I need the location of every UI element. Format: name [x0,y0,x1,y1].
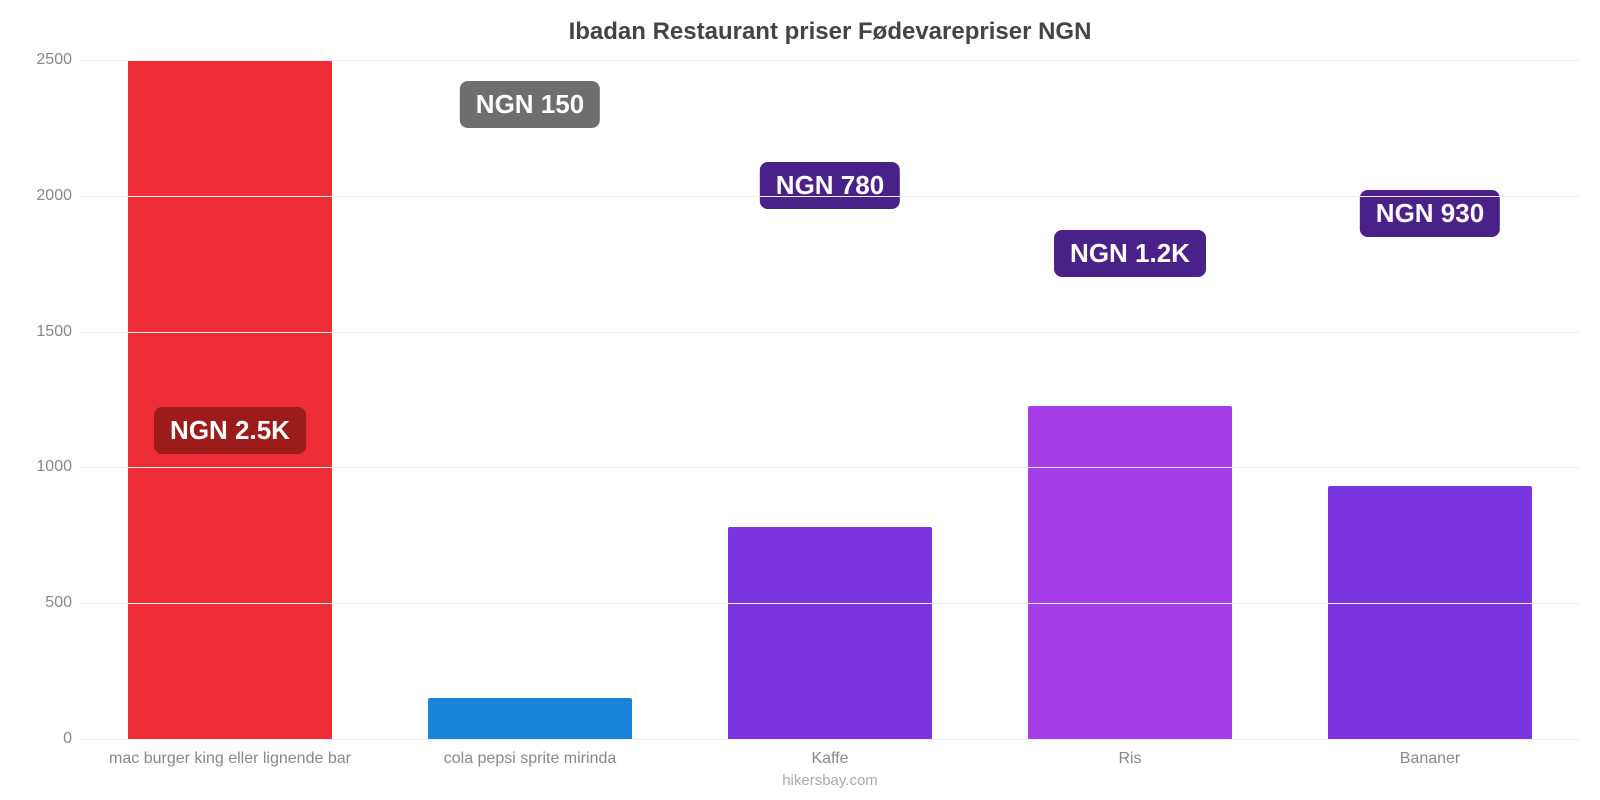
chart-title: Ibadan Restaurant priser Fødevarepriser … [80,18,1580,46]
plot-area: NGN 2.5KNGN 150NGN 780NGN 1.2KNGN 930 05… [80,60,1580,740]
x-tick-label: Ris [980,750,1280,768]
y-tick-label: 1000 [22,458,72,476]
value-badge: NGN 780 [760,162,900,209]
x-tick-label: cola pepsi sprite mirinda [380,750,680,768]
grid-line [80,467,1580,468]
bar [728,527,932,739]
bar [428,698,632,739]
grid-line [80,739,1580,740]
y-tick-label: 0 [22,730,72,748]
bar [1328,486,1532,739]
x-tick-label: mac burger king eller lignende bar [80,750,380,768]
grid-line [80,60,1580,61]
bar [128,60,332,739]
y-tick-label: 500 [22,594,72,612]
bar-slot: NGN 2.5K [80,60,380,739]
bar-slot: NGN 150 [380,60,680,739]
y-tick-label: 2500 [22,51,72,69]
y-tick-label: 1500 [22,323,72,341]
bars-container: NGN 2.5K NGN 150 NGN 780 NGN 1.2K NGN 930 [80,60,1580,739]
bar-slot: NGN 780 [680,60,980,739]
y-tick-label: 2000 [22,187,72,205]
x-axis-labels: mac burger king eller lignende barcola p… [80,750,1580,768]
bar [1028,406,1232,739]
x-tick-label: Bananer [1280,750,1580,768]
value-badge: NGN 150 [460,81,600,128]
bar-slot: NGN 1.2K [980,60,1280,739]
bar-slot: NGN 930 [1280,60,1580,739]
grid-line [80,196,1580,197]
attribution-text: hikersbay.com [80,772,1580,789]
value-badge: NGN 1.2K [1054,230,1206,277]
grid-line [80,332,1580,333]
grid-line [80,603,1580,604]
x-tick-label: Kaffe [680,750,980,768]
value-badge: NGN 2.5K [154,407,306,454]
price-bar-chart: Ibadan Restaurant priser Fødevarepriser … [0,0,1600,800]
